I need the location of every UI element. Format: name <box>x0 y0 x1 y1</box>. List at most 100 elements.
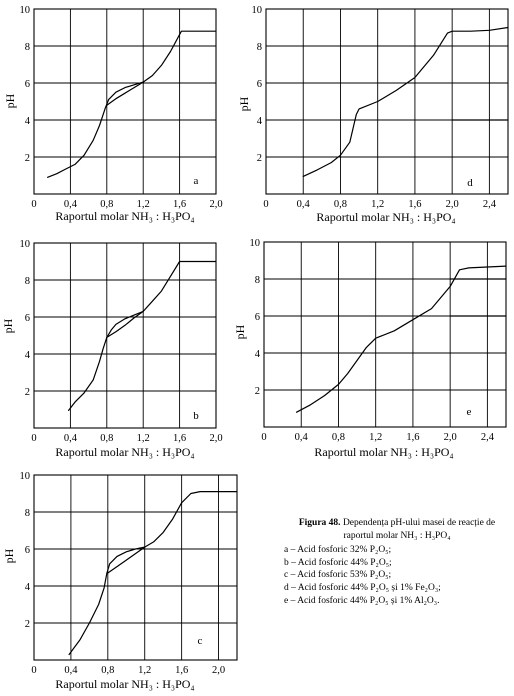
panel-letter: a <box>194 175 199 187</box>
y-tick-label: 6 <box>257 79 262 90</box>
chart-panel-e: 0 0,4 0,8 1,2 1,6 2,0 2,4 2 4 6 8 10 Raportul molar … <box>233 238 507 459</box>
x-axis-title: Raportul molar NH₃ : H₃PO₄ <box>55 209 194 223</box>
x-axis-title: Raportul molar NH₃ : H₃PO₄ <box>55 677 194 691</box>
y-axis-title: pH <box>2 548 16 563</box>
plot-frame <box>33 474 238 661</box>
series-line-d-0 <box>302 26 509 177</box>
panel-letter: e <box>467 406 472 418</box>
caption-title-block: Figura 48. Dependența pH-ului masei de r… <box>284 517 510 542</box>
x-axis-title: Raportul molar NH₃ : H₃PO₄ <box>314 445 453 459</box>
x-tick-label: 0,8 <box>100 199 113 210</box>
x-tick-label: 2,0 <box>209 433 222 444</box>
caption-item-d: d – Acid fosforic 44% P₂O₅ și 1% Fe₂O₃; <box>284 582 441 593</box>
y-axis-title: pH <box>1 318 15 333</box>
series-line-b-0 <box>67 260 217 411</box>
caption-items: a – Acid fosforic 32% P₂O₅; b – Acid fos… <box>284 544 510 607</box>
y-tick-label: 10 <box>20 239 31 250</box>
plot-frame <box>33 8 217 195</box>
y-tick-label: 2 <box>25 387 30 398</box>
caption-title: Dependența pH-ului masei de reacție de r… <box>342 518 496 541</box>
figure-caption: Figura 48. Dependența pH-ului masei de r… <box>284 517 510 607</box>
y-tick-label: 10 <box>20 471 31 482</box>
chart-panel-b: 0 0,4 0,8 1,2 1,6 2,0 2 4 6 8 10 Raportul molar NH₃… <box>1 239 223 459</box>
y-tick-label: 4 <box>25 116 31 127</box>
x-tick-label: 0 <box>31 199 36 210</box>
x-axis-title: Raportul molar NH₃ : H₃PO₄ <box>55 445 194 459</box>
series-line-c-1 <box>107 546 146 574</box>
x-axis-title: Raportul molar NH₃ : H₃PO₄ <box>316 210 455 224</box>
series-line-e-0 <box>296 265 507 413</box>
x-tick-label: 0,8 <box>101 665 114 676</box>
x-tick-label: 2,4 <box>481 432 495 443</box>
caption-label: Figura 48. <box>298 518 341 528</box>
series-line-b-1 <box>106 310 144 338</box>
chart-panel-c: 0 0,4 0,8 1,2 1,6 2,0 2 4 6 8 10 Raportul molar NH₃… <box>2 471 238 691</box>
x-tick-label: 1,2 <box>137 433 150 444</box>
x-tick-label: 1,6 <box>408 199 421 210</box>
y-tick-label: 6 <box>25 79 30 90</box>
y-tick-label: 10 <box>252 5 263 16</box>
caption-item-b: b – Acid fosforic 44% P₂O₅; <box>284 557 392 568</box>
y-tick-label: 2 <box>257 153 262 164</box>
y-tick-label: 10 <box>250 238 261 249</box>
y-tick-label: 4 <box>25 350 31 361</box>
series-line-a-1 <box>106 81 144 106</box>
caption-item-e: e – Acid fosforic 44% P₂O₅ și 1% Al₂O₃. <box>284 595 440 606</box>
x-tick-label: 0,4 <box>297 199 311 210</box>
plot-frame <box>265 8 509 195</box>
series-line-a-0 <box>46 30 217 178</box>
y-tick-label: 2 <box>25 619 30 630</box>
x-tick-label: 1,6 <box>173 199 186 210</box>
y-tick-label: 4 <box>255 349 261 360</box>
x-tick-label: 1,2 <box>371 199 384 210</box>
x-tick-label: 0 <box>263 199 268 210</box>
x-tick-label: 1,6 <box>175 665 188 676</box>
x-tick-label: 1,2 <box>137 199 150 210</box>
y-tick-label: 8 <box>25 276 30 287</box>
y-axis-title: pH <box>233 324 247 339</box>
y-tick-label: 6 <box>255 312 260 323</box>
x-tick-label: 1,6 <box>406 432 419 443</box>
chart-panel-d: 0 0,4 0,8 1,2 1,6 2,0 2,4 2 4 6 8 10 Raportul molar … <box>237 5 509 224</box>
panel-letter: b <box>193 410 199 422</box>
y-tick-label: 10 <box>20 5 31 16</box>
caption-item-c: c – Acid fosforic 53% P₂O₅; <box>284 570 392 581</box>
chart-panel-a: 0 0,4 0,8 1,2 1,6 2,0 2 4 6 8 10 Raportul molar NH₃… <box>3 5 223 223</box>
plot-frame <box>263 241 507 428</box>
x-tick-label: 0,4 <box>64 433 78 444</box>
panel-letter: d <box>467 177 473 189</box>
y-axis-title: pH <box>237 96 251 111</box>
y-tick-label: 2 <box>255 386 260 397</box>
y-tick-label: 4 <box>257 116 263 127</box>
x-tick-label: 2,0 <box>446 199 459 210</box>
y-tick-label: 8 <box>255 275 260 286</box>
x-tick-label: 1,2 <box>138 665 151 676</box>
x-tick-label: 0 <box>31 433 36 444</box>
y-tick-label: 2 <box>25 153 30 164</box>
x-tick-label: 2,0 <box>209 199 222 210</box>
x-tick-label: 2,4 <box>483 199 497 210</box>
x-tick-label: 0,4 <box>64 199 78 210</box>
y-tick-label: 8 <box>25 42 30 53</box>
y-tick-label: 8 <box>257 42 262 53</box>
series-line-c-0 <box>68 491 238 656</box>
panel-letter: c <box>198 635 203 647</box>
y-tick-label: 6 <box>25 313 30 324</box>
plot-frame <box>33 242 217 429</box>
x-tick-label: 0,8 <box>332 432 345 443</box>
x-tick-label: 2,0 <box>212 665 225 676</box>
x-tick-label: 0,4 <box>64 665 78 676</box>
x-tick-label: 1,2 <box>369 432 382 443</box>
y-axis-title: pH <box>3 93 17 108</box>
x-tick-label: 0,8 <box>334 199 347 210</box>
y-tick-label: 8 <box>25 508 30 519</box>
x-tick-label: 0,4 <box>295 432 309 443</box>
x-tick-label: 0 <box>31 665 36 676</box>
caption-item-a: a – Acid fosforic 32% P₂O₅; <box>284 545 392 556</box>
x-tick-label: 2,0 <box>444 432 457 443</box>
x-tick-label: 0,8 <box>100 433 113 444</box>
y-tick-label: 6 <box>25 545 30 556</box>
y-tick-label: 4 <box>25 582 31 593</box>
x-tick-label: 1,6 <box>173 433 186 444</box>
